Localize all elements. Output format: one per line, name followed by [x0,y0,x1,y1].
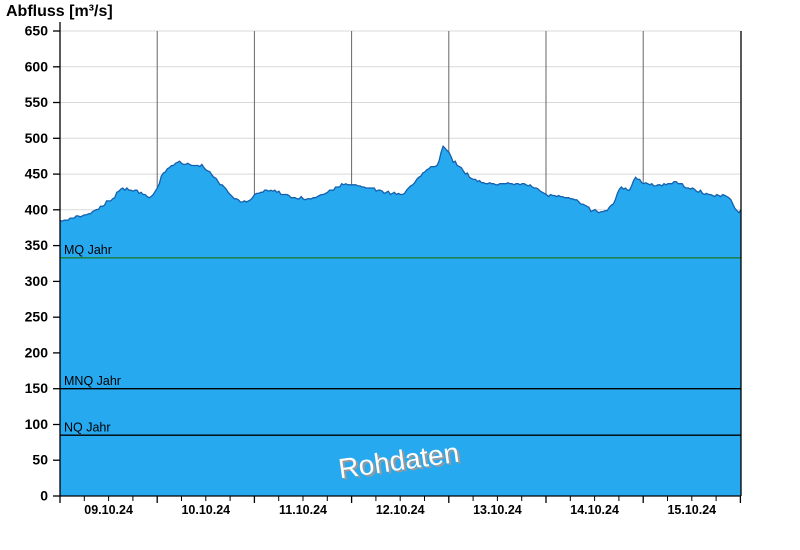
svg-text:400: 400 [25,201,49,217]
svg-text:NQ Jahr: NQ Jahr [64,420,111,434]
svg-text:15.10.24: 15.10.24 [667,503,716,517]
svg-text:12.10.24: 12.10.24 [376,503,425,517]
svg-text:550: 550 [25,94,49,110]
svg-text:13.10.24: 13.10.24 [473,503,522,517]
svg-text:600: 600 [25,58,49,74]
svg-text:11.10.24: 11.10.24 [279,503,327,517]
svg-text:350: 350 [25,237,49,253]
svg-text:09.10.24: 09.10.24 [84,503,133,517]
svg-text:500: 500 [25,130,49,146]
svg-text:0: 0 [40,488,48,504]
svg-text:200: 200 [25,344,49,360]
svg-text:300: 300 [25,273,49,289]
svg-text:250: 250 [25,309,49,325]
svg-text:14.10.24: 14.10.24 [570,503,619,517]
svg-text:150: 150 [25,380,49,396]
svg-text:450: 450 [25,166,49,182]
svg-text:MNQ Jahr: MNQ Jahr [64,374,121,388]
svg-text:650: 650 [25,23,49,39]
svg-text:100: 100 [25,416,49,432]
svg-text:10.10.24: 10.10.24 [181,503,230,517]
svg-text:MQ Jahr: MQ Jahr [64,243,112,257]
svg-text:50: 50 [32,452,48,468]
